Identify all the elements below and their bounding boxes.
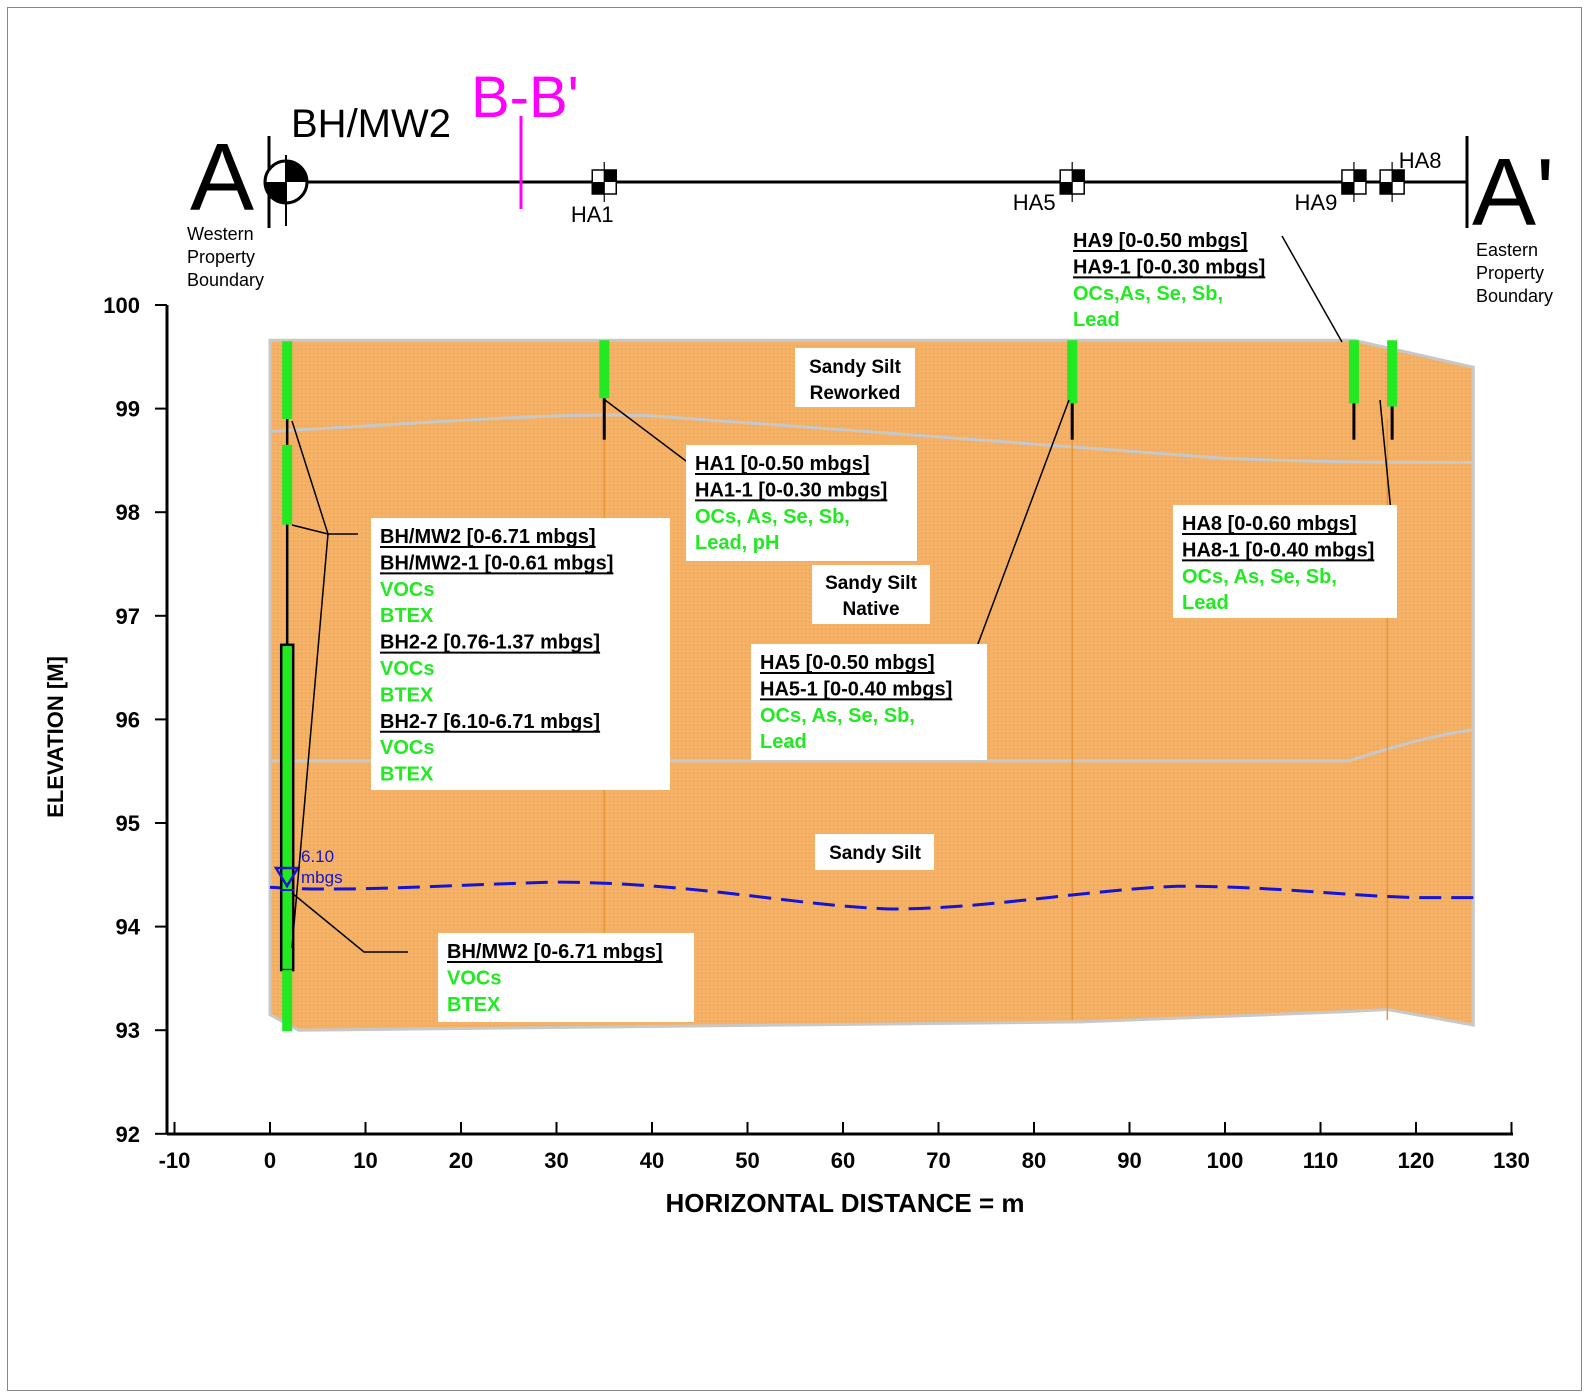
section-start-label: A xyxy=(190,124,254,231)
analyte-text: OCs,As, Se, Sb, xyxy=(1073,283,1223,305)
y-tick-label: 98 xyxy=(116,500,140,525)
y-tick-label: 97 xyxy=(116,604,140,629)
analyte-text: Lead xyxy=(760,731,807,753)
x-tick-label: 120 xyxy=(1398,1148,1435,1173)
analyte-text: Lead, pH xyxy=(695,532,779,554)
leader-ha9 xyxy=(1282,236,1342,342)
sample-id-text: HA8 [0-0.60 mbgs] xyxy=(1182,513,1357,535)
analyte-text: VOCs xyxy=(380,579,434,601)
layer-label-native-line2: Native xyxy=(842,599,899,620)
sample-interval-bh-2 xyxy=(282,445,292,525)
callout-ha1: HA1 [0-0.50 mbgs] HA1-1 [0-0.30 mbgs] OCs,… xyxy=(686,445,917,561)
y-tick-label: 94 xyxy=(116,915,141,940)
hand-auger-plan-label: HA5 xyxy=(1013,190,1056,215)
sample-id-text: HA5 [0-0.50 mbgs] xyxy=(760,652,935,674)
analyte-text: BTEX xyxy=(447,994,501,1016)
western-boundary-line2: Property xyxy=(187,247,255,267)
callout-ha8: HA8 [0-0.60 mbgs] HA8-1 [0-0.40 mbgs] OCs,… xyxy=(1173,505,1397,618)
y-axis-title: ELEVATION [M] xyxy=(43,656,68,818)
monitoring-well-icon xyxy=(265,155,307,226)
analyte-text: BTEX xyxy=(380,605,434,627)
eastern-boundary-line2: Property xyxy=(1476,263,1544,283)
sample-id-text: BH/MW2 [0-6.71 mbgs] xyxy=(380,526,596,548)
sample-id-text: BH/MW2 [0-6.71 mbgs] xyxy=(447,941,663,963)
bb-section-label: B-B' xyxy=(471,65,579,130)
analyte-text: Lead xyxy=(1182,592,1229,614)
ha-sample-interval xyxy=(599,340,609,398)
callout-bh-lower: BH/MW2 [0-6.71 mbgs] VOCs BTEX xyxy=(438,933,694,1022)
x-tick-label: 110 xyxy=(1303,1148,1339,1173)
x-tick-label: 20 xyxy=(449,1148,473,1173)
y-tick-label: 93 xyxy=(116,1018,140,1043)
analyte-text: VOCs xyxy=(380,658,434,680)
analyte-text: Lead xyxy=(1073,309,1120,331)
y-tick-label: 92 xyxy=(116,1122,140,1147)
hand-auger-icon xyxy=(1342,162,1366,202)
y-tick-label: 99 xyxy=(116,397,140,422)
x-tick-label: 50 xyxy=(735,1148,759,1173)
hand-auger-plan-label: HA1 xyxy=(571,202,614,227)
analyte-text: OCs, As, Se, Sb, xyxy=(1182,566,1337,588)
y-tick-label: 100 xyxy=(103,293,140,318)
hand-auger-icon xyxy=(1060,162,1084,202)
eastern-boundary-line3: Boundary xyxy=(1476,286,1553,306)
x-tick-label: 90 xyxy=(1117,1148,1141,1173)
callout-ha9: HA9 [0-0.50 mbgs] HA9-1 [0-0.30 mbgs] OCs,… xyxy=(1073,230,1265,331)
sample-id-text: BH/MW2-1 [0-0.61 mbgs] xyxy=(380,552,613,574)
ha-sample-interval xyxy=(1349,340,1359,403)
x-tick-label: 10 xyxy=(353,1148,377,1173)
callout-bh-upper: BH/MW2 [0-6.71 mbgs] BH/MW2-1 [0-0.61 mbg… xyxy=(371,518,670,790)
layer-label-silt: Sandy Silt xyxy=(829,843,922,864)
sample-id-text: HA9 [0-0.50 mbgs] xyxy=(1073,230,1248,252)
callout-ha5: HA5 [0-0.50 mbgs] HA5-1 [0-0.40 mbgs] OCs,… xyxy=(751,644,987,760)
x-tick-label: 40 xyxy=(640,1148,664,1173)
layer-label-reworked-line1: Sandy Silt xyxy=(809,357,902,378)
well-screen xyxy=(281,645,293,970)
western-boundary-line1: Western xyxy=(187,224,254,244)
analyte-text: OCs, As, Se, Sb, xyxy=(695,506,850,528)
layer-label-native-line1: Sandy Silt xyxy=(825,573,918,594)
sample-id-text: BH2-2 [0.76-1.37 mbgs] xyxy=(380,632,600,654)
x-tick-label: 60 xyxy=(831,1148,855,1173)
borehole-plan-label: BH/MW2 xyxy=(291,102,451,146)
x-tick-label: 0 xyxy=(264,1148,276,1173)
x-tick-label: -10 xyxy=(159,1148,191,1173)
analyte-text: BTEX xyxy=(380,684,434,706)
western-boundary-line3: Boundary xyxy=(187,270,264,290)
analyte-text: OCs, As, Se, Sb, xyxy=(760,705,915,727)
water-level-depth: 6.10 xyxy=(301,847,334,866)
x-axis-title: HORIZONTAL DISTANCE = m xyxy=(666,1188,1025,1218)
plan-line-group: A A' Western Property Boundary Eastern P… xyxy=(187,65,1554,306)
sample-id-text: HA9-1 [0-0.30 mbgs] xyxy=(1073,256,1265,278)
hand-auger-plan-label: HA8 xyxy=(1399,148,1442,173)
sample-id-text: HA1-1 [0-0.30 mbgs] xyxy=(695,479,887,501)
hand-auger-icon xyxy=(592,162,616,202)
x-tick-label: 130 xyxy=(1493,1148,1530,1173)
hand-auger-plan-label: HA9 xyxy=(1295,190,1338,215)
sample-id-text: HA8-1 [0-0.40 mbgs] xyxy=(1182,539,1374,561)
x-tick-label: 100 xyxy=(1207,1148,1244,1173)
ha-sample-interval xyxy=(1387,340,1397,406)
sample-interval-bh-3 xyxy=(282,970,292,1031)
sample-id-text: BH2-7 [6.10-6.71 mbgs] xyxy=(380,711,600,733)
layer-label-reworked-line2: Reworked xyxy=(810,383,901,404)
analyte-text: BTEX xyxy=(380,764,434,786)
sample-id-text: HA5-1 [0-0.40 mbgs] xyxy=(760,678,952,700)
section-end-label: A' xyxy=(1472,139,1554,246)
eastern-boundary-line1: Eastern xyxy=(1476,240,1538,260)
sample-id-text: HA1 [0-0.50 mbgs] xyxy=(695,453,870,475)
x-tick-label: 80 xyxy=(1022,1148,1046,1173)
x-tick-label: 30 xyxy=(544,1148,568,1173)
ha-sample-interval xyxy=(1067,340,1077,403)
sample-interval-bh-1 xyxy=(282,341,292,419)
y-tick-label: 96 xyxy=(116,707,140,732)
analyte-text: VOCs xyxy=(447,967,501,989)
y-tick-label: 95 xyxy=(116,811,140,836)
analyte-text: VOCs xyxy=(380,737,434,759)
water-level-unit: mbgs xyxy=(301,868,343,887)
x-tick-label: 70 xyxy=(926,1148,950,1173)
